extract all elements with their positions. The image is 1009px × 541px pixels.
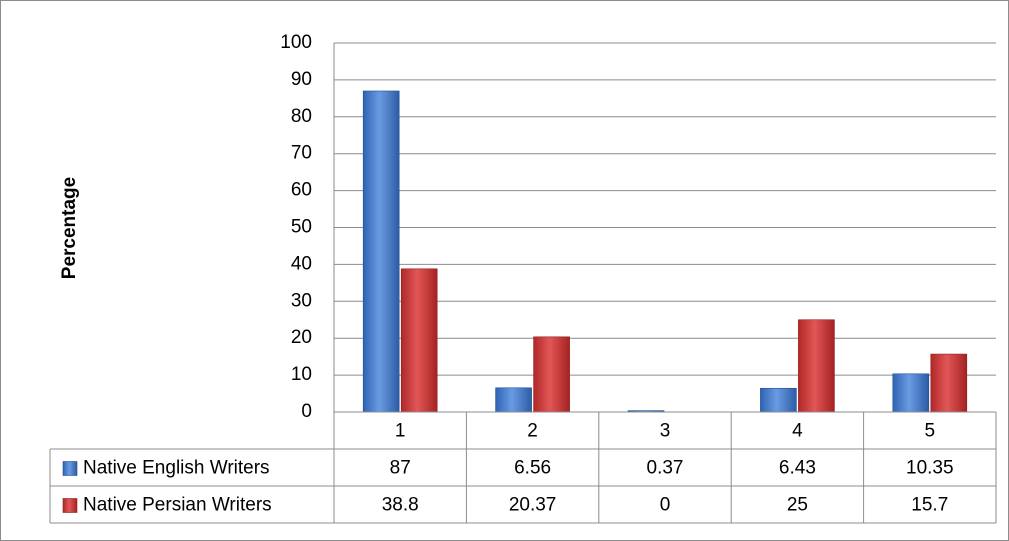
bar — [495, 387, 532, 413]
y-tick-label: 0 — [301, 401, 312, 422]
legend-swatch — [62, 461, 78, 476]
category-label: 2 — [527, 421, 538, 442]
series-name: Native English Writers — [83, 458, 270, 479]
category-label: 3 — [660, 421, 671, 442]
y-tick-label: 90 — [291, 69, 312, 90]
y-tick-label: 20 — [291, 327, 312, 348]
y-tick-label: 10 — [291, 364, 312, 385]
y-axis-label: Percentage — [59, 177, 80, 279]
data-cell: 38.8 — [382, 495, 419, 516]
data-cell: 25 — [787, 495, 808, 516]
bar — [892, 373, 930, 413]
data-cell: 87 — [390, 458, 411, 479]
bar — [400, 268, 438, 413]
data-cell: 20.37 — [509, 495, 557, 516]
bar — [930, 353, 968, 413]
series-name: Native Persian Writers — [83, 495, 272, 516]
legend-swatch — [62, 498, 78, 513]
y-tick-label: 50 — [291, 217, 312, 238]
y-tick-label: 30 — [291, 290, 312, 311]
y-tick-label: 80 — [291, 106, 312, 127]
y-tick-label: 70 — [291, 143, 312, 164]
bar — [760, 387, 797, 413]
bars — [362, 90, 968, 413]
bar — [362, 90, 400, 413]
y-tick-label: 100 — [280, 32, 312, 53]
category-label: 1 — [395, 421, 406, 442]
y-tick-label: 40 — [291, 253, 312, 274]
data-table: 1 2 3 4 5 Native English Writers 87 6.56 0.37 6.4… — [49, 411, 997, 524]
data-cell: 15.7 — [911, 495, 948, 516]
data-cell: 10.35 — [906, 458, 954, 479]
category-label: 4 — [792, 421, 803, 442]
gridlines — [333, 42, 996, 412]
data-cell: 6.43 — [779, 458, 816, 479]
data-cell: 0.37 — [647, 458, 684, 479]
data-cell: 0 — [660, 495, 671, 516]
bar — [533, 336, 570, 413]
data-cell: 6.56 — [514, 458, 551, 479]
category-label: 5 — [925, 421, 936, 442]
bar — [798, 319, 835, 413]
y-tick-label: 60 — [291, 180, 312, 201]
y-tick-labels: 0 10 20 30 40 50 60 70 80 90 100 — [280, 32, 312, 422]
